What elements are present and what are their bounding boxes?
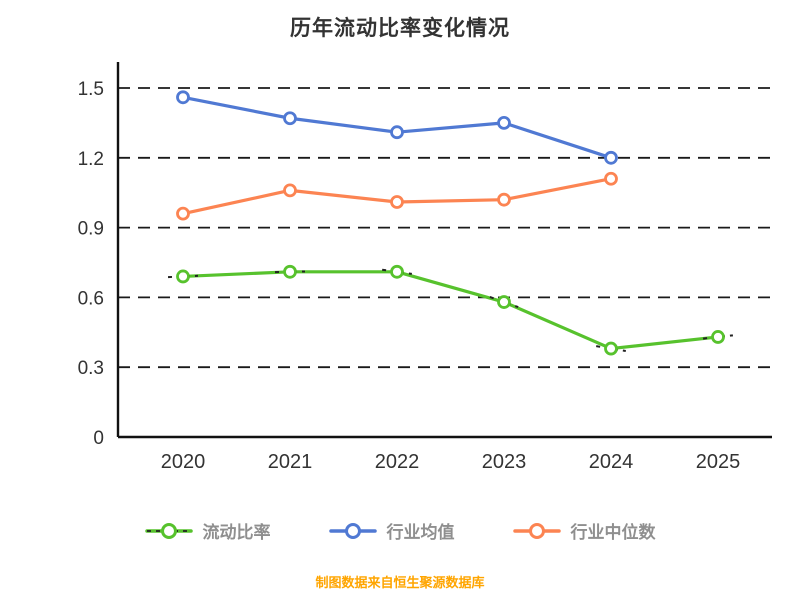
legend-label-current-ratio: 流动比率 <box>202 523 271 542</box>
svg-text:1.5: 1.5 <box>78 79 104 100</box>
svg-text:0.9: 0.9 <box>78 219 104 240</box>
svg-text:2020: 2020 <box>161 451 206 473</box>
legend-label-industry-median: 行业中位数 <box>570 523 656 542</box>
legend-marker-blue-icon <box>328 522 377 539</box>
legend-label-industry-average: 行业均值 <box>386 523 455 542</box>
svg-text:2021: 2021 <box>268 451 313 473</box>
svg-text:2025: 2025 <box>696 451 741 473</box>
data-source-note: 制图数据来自恒生聚源数据库 <box>315 575 485 590</box>
legend-item-current-ratio[interactable]: 流动比率 <box>144 518 271 543</box>
svg-text:0.6: 0.6 <box>78 288 104 309</box>
svg-text:0: 0 <box>93 428 104 449</box>
svg-text:2022: 2022 <box>375 451 420 473</box>
legend-item-industry-average[interactable]: 行业均值 <box>328 518 455 543</box>
legend-marker-green-icon <box>144 522 193 539</box>
svg-text:2023: 2023 <box>482 451 527 473</box>
line-chart-plot: 0 0.3 0.6 0.9 1.2 1.5 2020 2021 2022 2023 2024 2025 <box>78 62 772 473</box>
svg-text:1.2: 1.2 <box>78 149 104 170</box>
svg-text:0.3: 0.3 <box>78 358 104 379</box>
legend-item-industry-median[interactable]: 行业中位数 <box>512 518 656 543</box>
svg-text:2024: 2024 <box>589 451 634 473</box>
chart-title: 历年流动比率变化情况 <box>290 17 510 40</box>
chart-legend: 流动比率 行业均值 行业中位数 <box>0 518 800 543</box>
legend-marker-orange-icon <box>512 522 561 539</box>
